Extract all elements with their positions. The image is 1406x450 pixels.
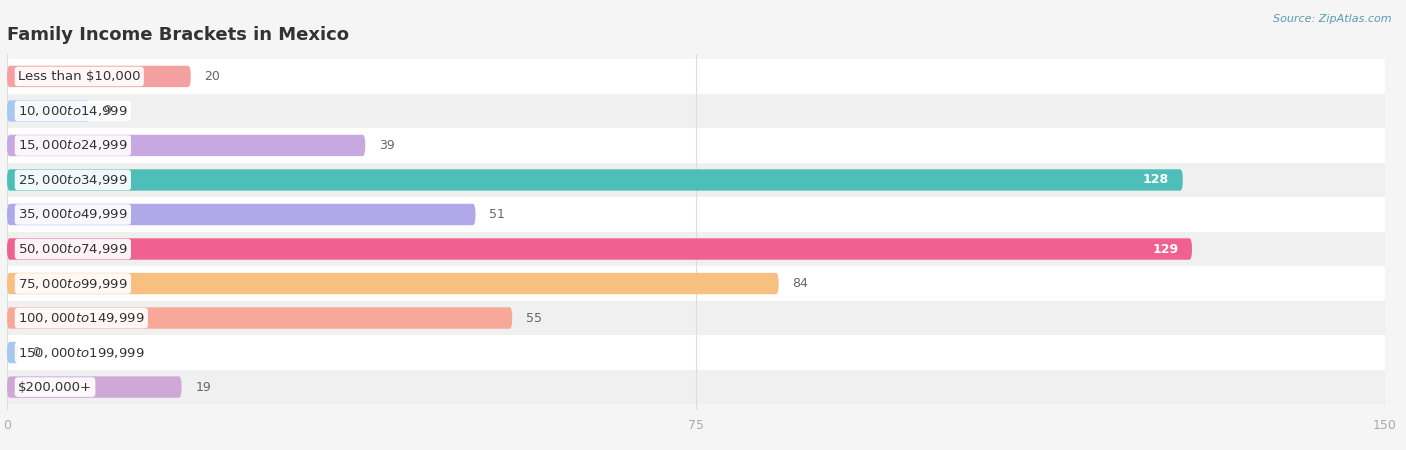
FancyBboxPatch shape [7,376,181,398]
FancyBboxPatch shape [7,169,1182,191]
FancyBboxPatch shape [7,342,18,363]
FancyBboxPatch shape [7,204,475,225]
Bar [7,335,1385,370]
Text: 128: 128 [1143,174,1168,186]
Text: 51: 51 [489,208,505,221]
FancyBboxPatch shape [7,273,779,294]
Text: 19: 19 [195,381,211,394]
Text: $50,000 to $74,999: $50,000 to $74,999 [18,242,128,256]
FancyBboxPatch shape [7,66,191,87]
Bar [7,197,1385,232]
FancyBboxPatch shape [7,238,1192,260]
Text: Family Income Brackets in Mexico: Family Income Brackets in Mexico [7,26,349,44]
FancyBboxPatch shape [7,307,512,329]
Text: 0: 0 [32,346,39,359]
Text: 39: 39 [380,139,395,152]
Bar [7,232,1385,266]
Bar [7,370,1385,404]
Text: $150,000 to $199,999: $150,000 to $199,999 [18,346,145,360]
Text: $200,000+: $200,000+ [18,381,91,394]
FancyBboxPatch shape [7,135,366,156]
Text: 84: 84 [793,277,808,290]
Text: $75,000 to $99,999: $75,000 to $99,999 [18,276,128,291]
Text: $100,000 to $149,999: $100,000 to $149,999 [18,311,145,325]
Text: 9: 9 [104,104,111,117]
Bar [7,94,1385,128]
Text: $25,000 to $34,999: $25,000 to $34,999 [18,173,128,187]
Bar [7,128,1385,163]
Bar [7,163,1385,197]
Text: Less than $10,000: Less than $10,000 [18,70,141,83]
Text: 55: 55 [526,311,543,324]
Bar [7,266,1385,301]
Text: $10,000 to $14,999: $10,000 to $14,999 [18,104,128,118]
Text: 129: 129 [1152,243,1178,256]
Text: $35,000 to $49,999: $35,000 to $49,999 [18,207,128,221]
Bar [7,59,1385,94]
FancyBboxPatch shape [7,100,90,122]
Text: 20: 20 [204,70,221,83]
Bar [7,301,1385,335]
Text: $15,000 to $24,999: $15,000 to $24,999 [18,139,128,153]
Text: Source: ZipAtlas.com: Source: ZipAtlas.com [1274,14,1392,23]
